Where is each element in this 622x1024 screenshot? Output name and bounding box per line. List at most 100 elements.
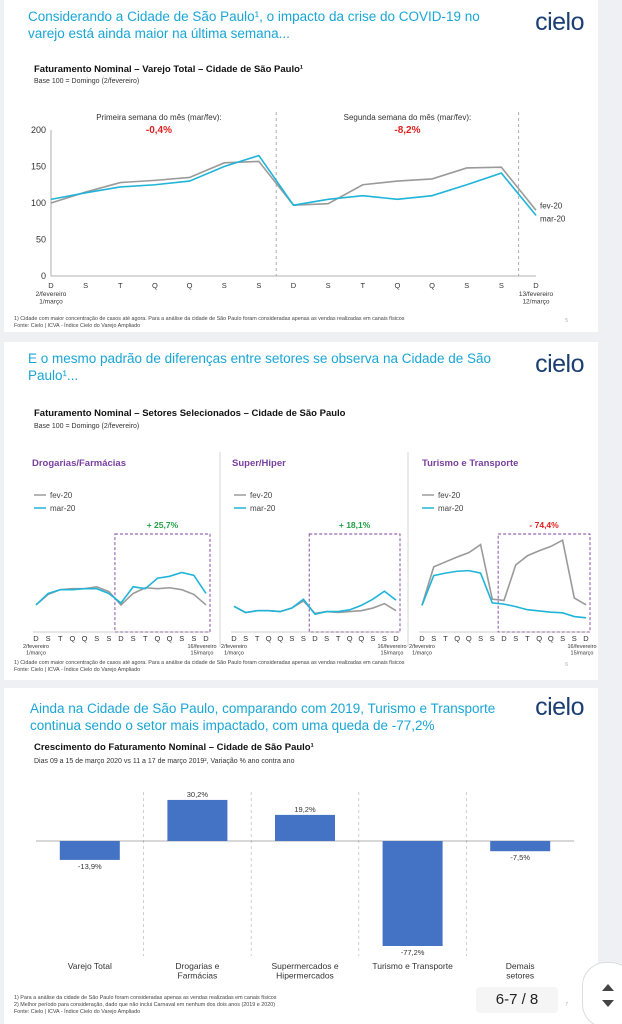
series-label-feb: fev-20	[540, 201, 563, 210]
x-tick-label: T	[143, 634, 148, 643]
x-tick-label: Q	[466, 634, 472, 643]
chart-title: Faturamento Nominal – Setores Selecionad…	[34, 408, 346, 419]
x-tick-label: S	[243, 634, 248, 643]
x-tick-label: S	[256, 281, 261, 290]
legend-label-mar: mar-20	[50, 504, 76, 513]
series-line-fev-20	[421, 538, 587, 606]
annotation-value: -8,2%	[394, 125, 420, 136]
bar	[59, 841, 120, 860]
chart-subtitle: Base 100 = Domingo (2/fevereiro)	[34, 78, 140, 85]
legend-label-mar: mar-20	[438, 504, 464, 513]
x-tick-label: S	[326, 281, 331, 290]
panel-title-turismo: Turismo e Transporte	[422, 458, 519, 469]
page-number: 6	[565, 662, 568, 668]
data-label: -77,2%	[401, 948, 425, 957]
x-tick-label: S	[131, 634, 136, 643]
bar	[382, 841, 443, 946]
panel-title-super: Super/Hiper	[232, 458, 286, 469]
legend-label-feb: fev-20	[250, 491, 273, 500]
slide-heading: Considerando a Cidade de São Paulo¹, o i…	[28, 9, 480, 41]
cielo-logo: cielo	[535, 350, 584, 378]
x-tick-label: T	[525, 634, 530, 643]
x-tick-label: Q	[70, 634, 76, 643]
x-edge-label-start: 2/fevereiro 1/março	[36, 291, 67, 306]
x-tick-label: Q	[277, 634, 283, 643]
bar	[490, 841, 551, 852]
x-tick-label: Q	[395, 281, 401, 290]
x-tick-label: Q	[167, 634, 173, 643]
x-tick-label: D	[419, 634, 425, 643]
series-line-mar-20	[50, 154, 537, 216]
data-label: 30,2%	[187, 790, 209, 799]
x-edge-label-end: 13/fevereiro 12/março	[519, 291, 554, 306]
source-note: Fonte: Cielo | ICVA - Índice Cielo do Va…	[14, 667, 141, 673]
page-number: 5	[565, 318, 568, 324]
x-tick-label: D	[312, 634, 318, 643]
x-tick-label: Q	[266, 634, 272, 643]
chart-title: Crescimento do Faturamento Nominal – Cid…	[34, 742, 314, 753]
x-tick-label: T	[336, 634, 341, 643]
x-tick-label: D	[291, 281, 297, 290]
change-label: - 74,4%	[529, 520, 559, 530]
scroll-control[interactable]	[582, 962, 622, 1024]
source-note: Fonte: Cielo | ICVA - Índice Cielo do Va…	[14, 323, 141, 329]
x-tick-label: S	[289, 634, 294, 643]
legend-label-feb: fev-20	[50, 491, 73, 500]
annotation-text: Primeira semana do mês (mar/fev):	[96, 113, 221, 122]
y-tick-label: 100	[31, 198, 46, 208]
y-tick-label: 0	[41, 271, 46, 281]
x-tick-label: Q	[155, 634, 161, 643]
slide-varejo-total: Considerando a Cidade de São Paulo¹, o i…	[4, 0, 598, 332]
x-edge-label-end: 16/fevereiro 15/março	[187, 644, 216, 657]
x-tick-label: S	[478, 634, 483, 643]
bar	[275, 814, 335, 841]
data-label: 19,2%	[294, 805, 316, 814]
x-edge-label-end: 16/fevereiro 15/março	[377, 644, 406, 657]
x-tick-label: D	[48, 281, 54, 290]
data-label: -7,5%	[510, 853, 530, 862]
x-tick-label: Q	[358, 634, 364, 643]
x-edge-label-start: 2/fevereiro 1/março	[409, 644, 435, 657]
x-tick-label: S	[560, 634, 565, 643]
x-tick-label: S	[370, 634, 375, 643]
x-tick-label: Q	[82, 634, 88, 643]
cielo-logo: cielo	[535, 693, 584, 721]
x-tick-label: D	[231, 634, 237, 643]
series-line-mar-20	[233, 590, 397, 616]
x-tick-label: S	[382, 634, 387, 643]
x-tick-label: S	[222, 281, 227, 290]
x-edge-label-start: 2/fevereiro 1/março	[23, 644, 49, 657]
series-label-mar: mar-20	[540, 214, 566, 223]
chevron-up-icon[interactable]	[602, 984, 614, 991]
chevron-down-icon[interactable]	[602, 1000, 614, 1007]
x-tick-label: S	[46, 634, 51, 643]
x-tick-label: D	[33, 634, 39, 643]
x-tick-label: S	[490, 634, 495, 643]
category-label: Varejo Total	[68, 961, 112, 971]
chart-title: Faturamento Nominal – Varejo Total – Cid…	[34, 64, 304, 75]
page-indicator: 6-7 / 8	[476, 987, 558, 1013]
cielo-logo: cielo	[535, 8, 584, 36]
legend-label-mar: mar-20	[250, 504, 276, 513]
x-tick-label: S	[94, 634, 99, 643]
series-line-mar-20	[421, 569, 587, 619]
x-tick-label: S	[572, 634, 577, 643]
x-tick-label: S	[513, 634, 518, 643]
crescimento-bar-chart: -13,9% Varejo Total 30,2% Drogarias e Farmác…	[36, 790, 574, 981]
category-label: Drogarias e Farmácias	[175, 961, 219, 981]
x-tick-label: Q	[187, 281, 193, 290]
footnote: 1) Para a análise da cidade de São Paulo…	[14, 995, 277, 1001]
data-label: -13,9%	[78, 862, 102, 871]
highlight-box	[308, 533, 401, 633]
x-tick-label: D	[118, 634, 124, 643]
x-tick-label: S	[179, 634, 184, 643]
x-tick-label: S	[499, 281, 504, 290]
category-label: Supermercados e Hipermercados	[271, 961, 338, 981]
source-note: Fonte: Cielo | ICVA - Índice Cielo do Va…	[14, 1009, 141, 1015]
x-tick-label: T	[360, 281, 365, 290]
x-tick-label: S	[324, 634, 329, 643]
annotation-value: -0,4%	[146, 125, 172, 136]
x-tick-label: T	[58, 634, 63, 643]
page-number: 7	[565, 1002, 568, 1008]
